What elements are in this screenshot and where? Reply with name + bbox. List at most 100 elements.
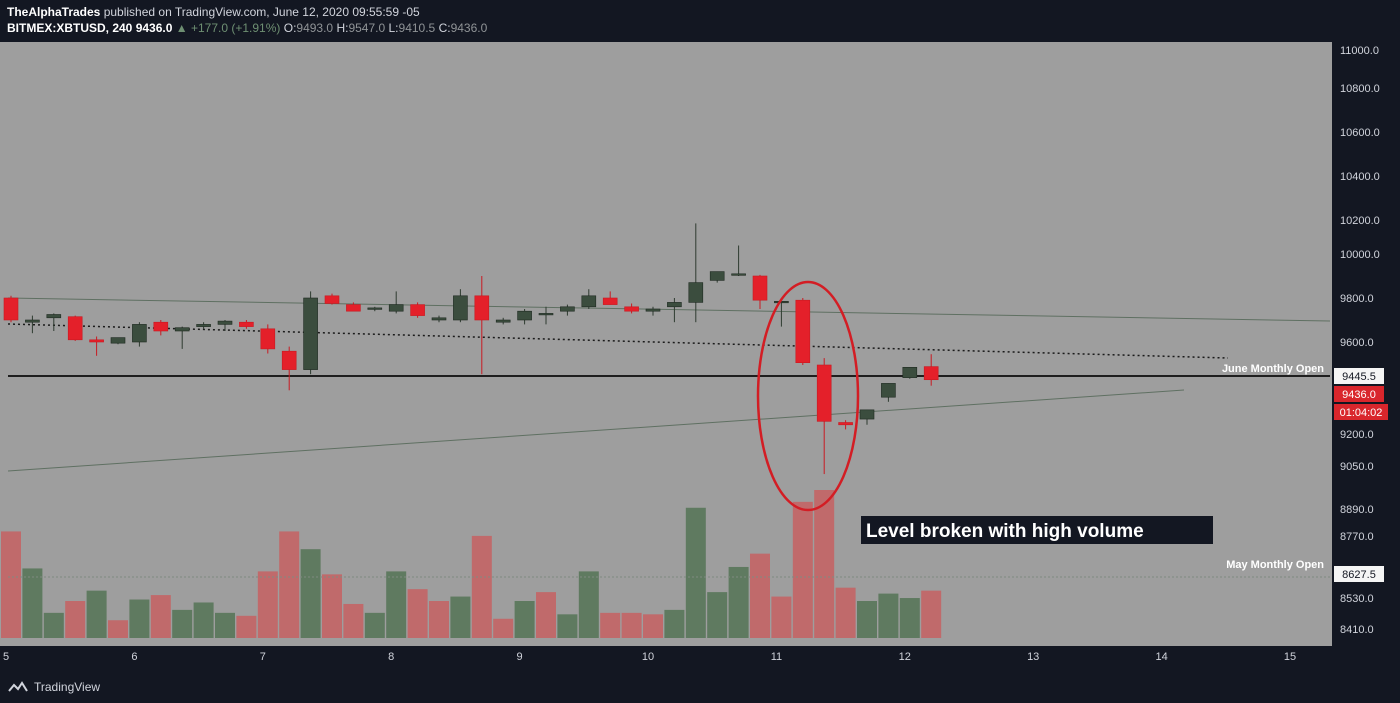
candle-body xyxy=(281,350,297,370)
candle[interactable] xyxy=(752,274,768,309)
last-price-tag xyxy=(1334,386,1384,402)
candle-body xyxy=(731,273,746,276)
candle[interactable] xyxy=(731,245,746,277)
candle[interactable] xyxy=(281,346,297,391)
candle[interactable] xyxy=(239,320,254,329)
candle-body xyxy=(581,295,597,308)
footer-bar: TradingView xyxy=(0,672,1400,703)
y-tick-label: 9200.0 xyxy=(1340,429,1374,441)
candlestick-chart[interactable]: 11000.0 10800.0 10600.0 10400.0 10200.0 10000… xyxy=(0,42,1400,672)
volume-bar xyxy=(43,612,64,638)
candle[interactable] xyxy=(881,383,896,402)
candle[interactable] xyxy=(560,304,575,316)
chart-area[interactable]: 11000.0 10800.0 10600.0 10400.0 10200.0 10000… xyxy=(0,42,1400,672)
candle[interactable] xyxy=(67,315,83,341)
volume-bar xyxy=(236,615,257,638)
candle[interactable] xyxy=(346,302,361,312)
volume-bar xyxy=(364,612,385,638)
candle[interactable] xyxy=(709,271,725,283)
candle[interactable] xyxy=(217,320,233,331)
candle[interactable] xyxy=(902,366,918,379)
countdown-value: 01:04:02 xyxy=(1340,407,1383,419)
candle[interactable] xyxy=(367,306,383,312)
upper-trendline[interactable] xyxy=(7,297,1331,322)
candle-body xyxy=(859,409,875,420)
candle[interactable] xyxy=(260,324,276,354)
candle[interactable] xyxy=(538,306,554,325)
candle[interactable] xyxy=(410,302,425,318)
volume-bar xyxy=(493,618,514,638)
volume-bar xyxy=(750,553,770,638)
candle[interactable] xyxy=(624,303,639,314)
candle[interactable] xyxy=(3,295,19,323)
candle-body xyxy=(132,324,147,343)
y-tick-label: 9050.0 xyxy=(1340,461,1374,473)
x-tick-label: 15 xyxy=(1284,651,1296,663)
high-value: 9547.0 xyxy=(348,21,386,35)
annotation-box[interactable] xyxy=(861,516,1213,544)
candle[interactable] xyxy=(816,358,832,475)
chart-header: TheAlphaTrades published on TradingView.… xyxy=(0,0,1400,42)
symbol-line: BITMEX:XBTUSD, 240 9436.0 ▲ +177.0 (+1.9… xyxy=(7,21,487,35)
candle[interactable] xyxy=(645,306,661,316)
candle[interactable] xyxy=(132,322,147,347)
volume-bar xyxy=(322,574,342,638)
candle[interactable] xyxy=(324,293,340,305)
candle[interactable] xyxy=(517,309,532,325)
candle[interactable] xyxy=(110,337,126,345)
candle-body xyxy=(667,302,682,308)
candle[interactable] xyxy=(859,409,875,425)
candle-body xyxy=(25,319,40,323)
candle[interactable] xyxy=(688,223,704,323)
lower-trendline[interactable] xyxy=(7,389,1185,472)
high-label: H: xyxy=(336,21,349,35)
volume-bar xyxy=(172,609,193,638)
y-tick-label: 10200.0 xyxy=(1340,215,1380,227)
candle[interactable] xyxy=(838,420,853,430)
candle[interactable] xyxy=(581,289,597,309)
may-open-value: 8627.5 xyxy=(1342,569,1376,581)
may-open-label: May Monthly Open xyxy=(1226,559,1324,571)
candle[interactable] xyxy=(89,336,104,356)
y-tick-label: 9600.0 xyxy=(1340,337,1374,349)
candle-body xyxy=(474,295,490,321)
candle[interactable] xyxy=(667,298,682,323)
publisher-name[interactable]: TheAlphaTrades xyxy=(7,5,101,19)
candle[interactable] xyxy=(795,298,811,365)
candle[interactable] xyxy=(25,315,40,334)
candle-body xyxy=(303,297,318,370)
low-value: 9410.5 xyxy=(398,21,436,35)
candle[interactable] xyxy=(196,322,211,329)
candle-body xyxy=(538,313,554,316)
candle-body xyxy=(196,324,211,327)
may-open-tag xyxy=(1334,566,1384,582)
candle[interactable] xyxy=(46,313,62,331)
volume-bar xyxy=(86,590,107,638)
dotted-trendline[interactable] xyxy=(7,323,1229,359)
candle[interactable] xyxy=(602,291,618,305)
symbol-name[interactable]: BITMEX:XBTUSD, 240 xyxy=(7,21,133,35)
candle[interactable] xyxy=(388,291,404,314)
y-tick-label: 8770.0 xyxy=(1340,531,1374,543)
volume-bar xyxy=(899,598,920,638)
candle-body xyxy=(3,297,19,321)
candle[interactable] xyxy=(303,291,318,375)
candle[interactable] xyxy=(153,320,169,336)
highlight-ellipse[interactable] xyxy=(756,280,860,512)
candle[interactable] xyxy=(923,354,939,386)
volume-bar xyxy=(578,571,599,638)
volume-bar xyxy=(600,612,621,638)
tradingview-brand[interactable]: TradingView xyxy=(8,680,100,694)
volume-bar xyxy=(536,592,556,638)
candle[interactable] xyxy=(431,315,447,323)
volume-bar xyxy=(257,571,278,638)
candle[interactable] xyxy=(474,276,490,375)
candle[interactable] xyxy=(495,317,511,325)
candle[interactable] xyxy=(453,289,468,323)
candle-body xyxy=(174,327,190,332)
candle[interactable] xyxy=(174,326,190,349)
volume-bar xyxy=(835,587,856,638)
time-scale[interactable] xyxy=(0,646,1400,672)
y-tick-label: 8530.0 xyxy=(1340,593,1374,605)
x-axis-labels: 5 6 7 8 9 10 11 12 13 14 15 xyxy=(3,651,1296,663)
